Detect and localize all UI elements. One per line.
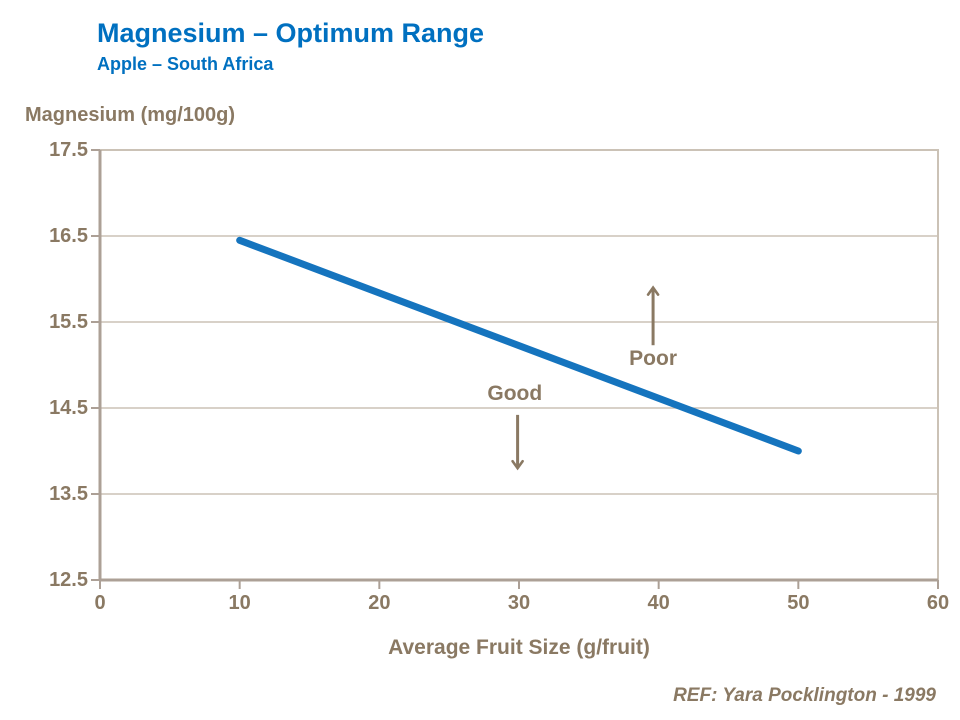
x-tick-label: 10 (228, 592, 251, 614)
x-tick-label: 50 (787, 592, 810, 614)
x-tick-label: 40 (647, 592, 670, 614)
y-tick-label: 14.5 (49, 397, 88, 419)
y-tick-label: 15.5 (49, 311, 88, 333)
x-tick-label: 0 (94, 592, 106, 614)
plot-border (99, 149, 939, 581)
series-line (236, 236, 802, 455)
x-tick-label: 30 (507, 592, 531, 614)
chart-title: Magnesium – Optimum Range (97, 18, 485, 48)
x-tick-label: 60 (926, 592, 950, 614)
reference-note: REF: Yara Pocklington - 1999 (673, 685, 936, 706)
y-tick-label: 16.5 (49, 225, 88, 247)
annotation-poor: Poor (629, 346, 677, 370)
chart-canvas (91, 149, 939, 589)
y-tick-label: 13.5 (49, 483, 88, 505)
y-tick-label: 12.5 (49, 569, 88, 591)
chart-subtitle: Apple – South Africa (97, 54, 274, 74)
y-axis-title: Magnesium (mg/100g) (25, 104, 236, 126)
x-axis-title: Average Fruit Size (g/fruit) (388, 636, 650, 659)
annotation-good: Good (487, 382, 543, 406)
y-tick-label: 17.5 (49, 139, 88, 161)
plot-area: Good Poor 12.5 13.5 14.5 15.5 16.5 17.5 0 10 20 30 4… (49, 139, 949, 614)
x-tick-label: 20 (368, 592, 391, 614)
